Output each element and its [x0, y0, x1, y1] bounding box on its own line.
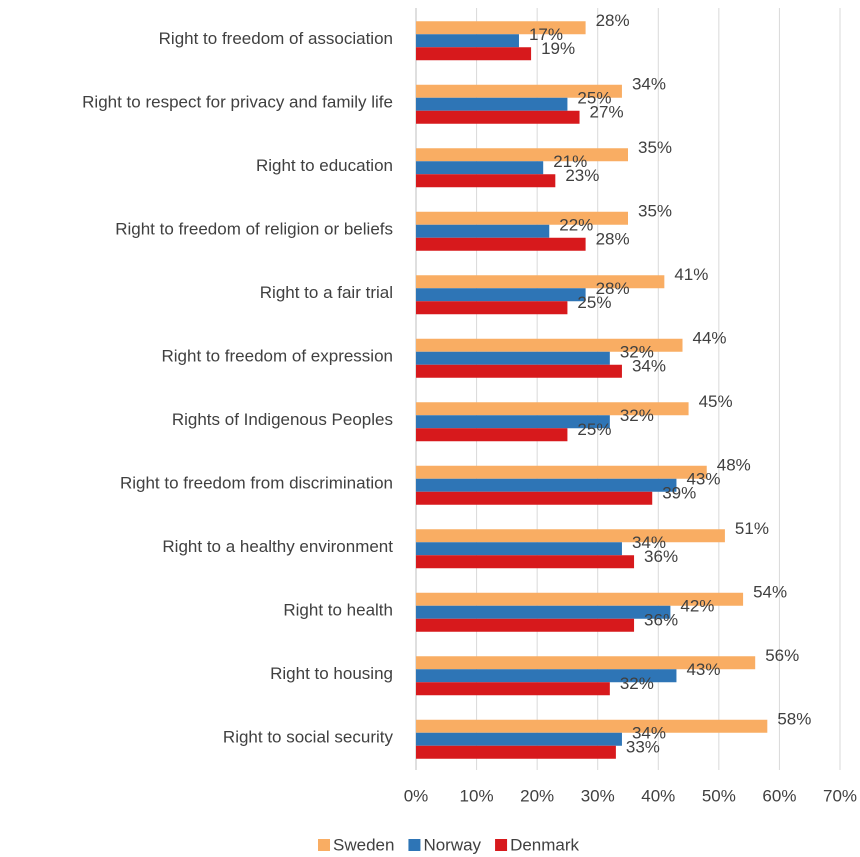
- legend-swatch: [318, 839, 330, 851]
- bar: [416, 84, 622, 98]
- value-label: 51%: [735, 519, 769, 538]
- y-tick-label: Right to social security: [223, 728, 394, 747]
- value-label: 25%: [577, 89, 611, 108]
- y-tick-label: Right to freedom from discrimination: [120, 474, 393, 493]
- y-tick-label: Right to freedom of expression: [161, 347, 393, 366]
- y-tick-label: Right to health: [283, 601, 393, 620]
- bar: [416, 491, 653, 505]
- value-label: 43%: [686, 660, 720, 679]
- bar: [416, 288, 586, 302]
- bar: [416, 47, 532, 61]
- value-label: 32%: [620, 406, 654, 425]
- value-label: 28%: [596, 11, 630, 30]
- bar: [416, 301, 568, 315]
- bar: [416, 21, 586, 35]
- value-label: 32%: [620, 674, 654, 693]
- y-tick-label: Right to housing: [270, 664, 393, 683]
- value-label: 19%: [541, 39, 575, 58]
- bar: [416, 148, 628, 162]
- value-label: 39%: [662, 484, 696, 503]
- bar: [416, 211, 628, 225]
- x-tick-label: 70%: [823, 786, 857, 805]
- bar: [416, 428, 568, 442]
- legend-label: Denmark: [510, 835, 579, 854]
- x-tick-label: 0%: [404, 786, 429, 805]
- x-tick-label: 30%: [581, 786, 615, 805]
- bar: [416, 338, 683, 352]
- value-label: 28%: [596, 279, 630, 298]
- bar: [416, 745, 616, 759]
- value-label: 21%: [553, 152, 587, 171]
- bar: [416, 224, 550, 238]
- value-label: 17%: [529, 25, 563, 44]
- y-tick-label: Right to education: [256, 156, 393, 175]
- x-tick-label: 50%: [702, 786, 736, 805]
- value-label: 56%: [765, 646, 799, 665]
- bar: [416, 529, 725, 543]
- value-label: 34%: [632, 724, 666, 743]
- value-label: 35%: [638, 202, 672, 221]
- value-label: 27%: [590, 103, 624, 122]
- value-label: 44%: [693, 329, 727, 348]
- value-label: 48%: [717, 456, 751, 475]
- value-label: 58%: [777, 710, 811, 729]
- value-label: 41%: [674, 265, 708, 284]
- y-tick-label: Right to respect for privacy and family …: [82, 93, 393, 112]
- x-tick-label: 60%: [762, 786, 796, 805]
- y-tick-label: Right to freedom of religion or beliefs: [115, 220, 393, 239]
- bar: [416, 34, 519, 48]
- bar: [416, 555, 635, 569]
- bar: [416, 682, 610, 696]
- value-label: 25%: [577, 420, 611, 439]
- legend-swatch: [495, 839, 508, 851]
- value-label: 36%: [644, 547, 678, 566]
- value-label: 45%: [699, 392, 733, 411]
- legend-label: Sweden: [333, 835, 394, 854]
- bar: [416, 161, 544, 175]
- value-label: 22%: [559, 216, 593, 235]
- y-tick-label: Right to a fair trial: [260, 283, 393, 302]
- value-label: 25%: [577, 293, 611, 312]
- legend-label: Norway: [423, 835, 481, 854]
- y-tick-label: Right to a healthy environment: [162, 537, 393, 556]
- bar: [416, 656, 756, 670]
- legend-swatch: [408, 839, 421, 851]
- bar: [416, 351, 610, 365]
- value-label: 34%: [632, 75, 666, 94]
- x-tick-label: 40%: [641, 786, 675, 805]
- bar: [416, 402, 689, 416]
- bar: [416, 605, 671, 619]
- value-label: 36%: [644, 611, 678, 630]
- y-tick-label: Rights of Indigenous Peoples: [172, 410, 393, 429]
- x-tick-label: 10%: [460, 786, 494, 805]
- bar: [416, 592, 744, 606]
- value-label: 54%: [753, 583, 787, 602]
- bar: [416, 719, 768, 733]
- bar: [416, 364, 622, 378]
- bar: [416, 732, 622, 746]
- value-label: 35%: [638, 138, 672, 157]
- bar: [416, 478, 677, 492]
- bar: [416, 415, 610, 429]
- y-tick-label: Right to freedom of association: [159, 29, 393, 48]
- bar: [416, 174, 556, 188]
- value-label: 23%: [565, 166, 599, 185]
- value-label: 28%: [596, 230, 630, 249]
- bar: [416, 97, 568, 111]
- bar: [416, 465, 707, 479]
- bar: [416, 618, 635, 632]
- value-label: 33%: [626, 738, 660, 757]
- bar: [416, 110, 580, 124]
- bar: [416, 237, 586, 251]
- value-label: 32%: [620, 343, 654, 362]
- bar: [416, 669, 677, 683]
- x-tick-label: 20%: [520, 786, 554, 805]
- value-label: 43%: [686, 470, 720, 489]
- value-label: 42%: [680, 597, 714, 616]
- value-label: 34%: [632, 533, 666, 552]
- value-label: 34%: [632, 357, 666, 376]
- bar: [416, 542, 622, 556]
- bar: [416, 275, 665, 289]
